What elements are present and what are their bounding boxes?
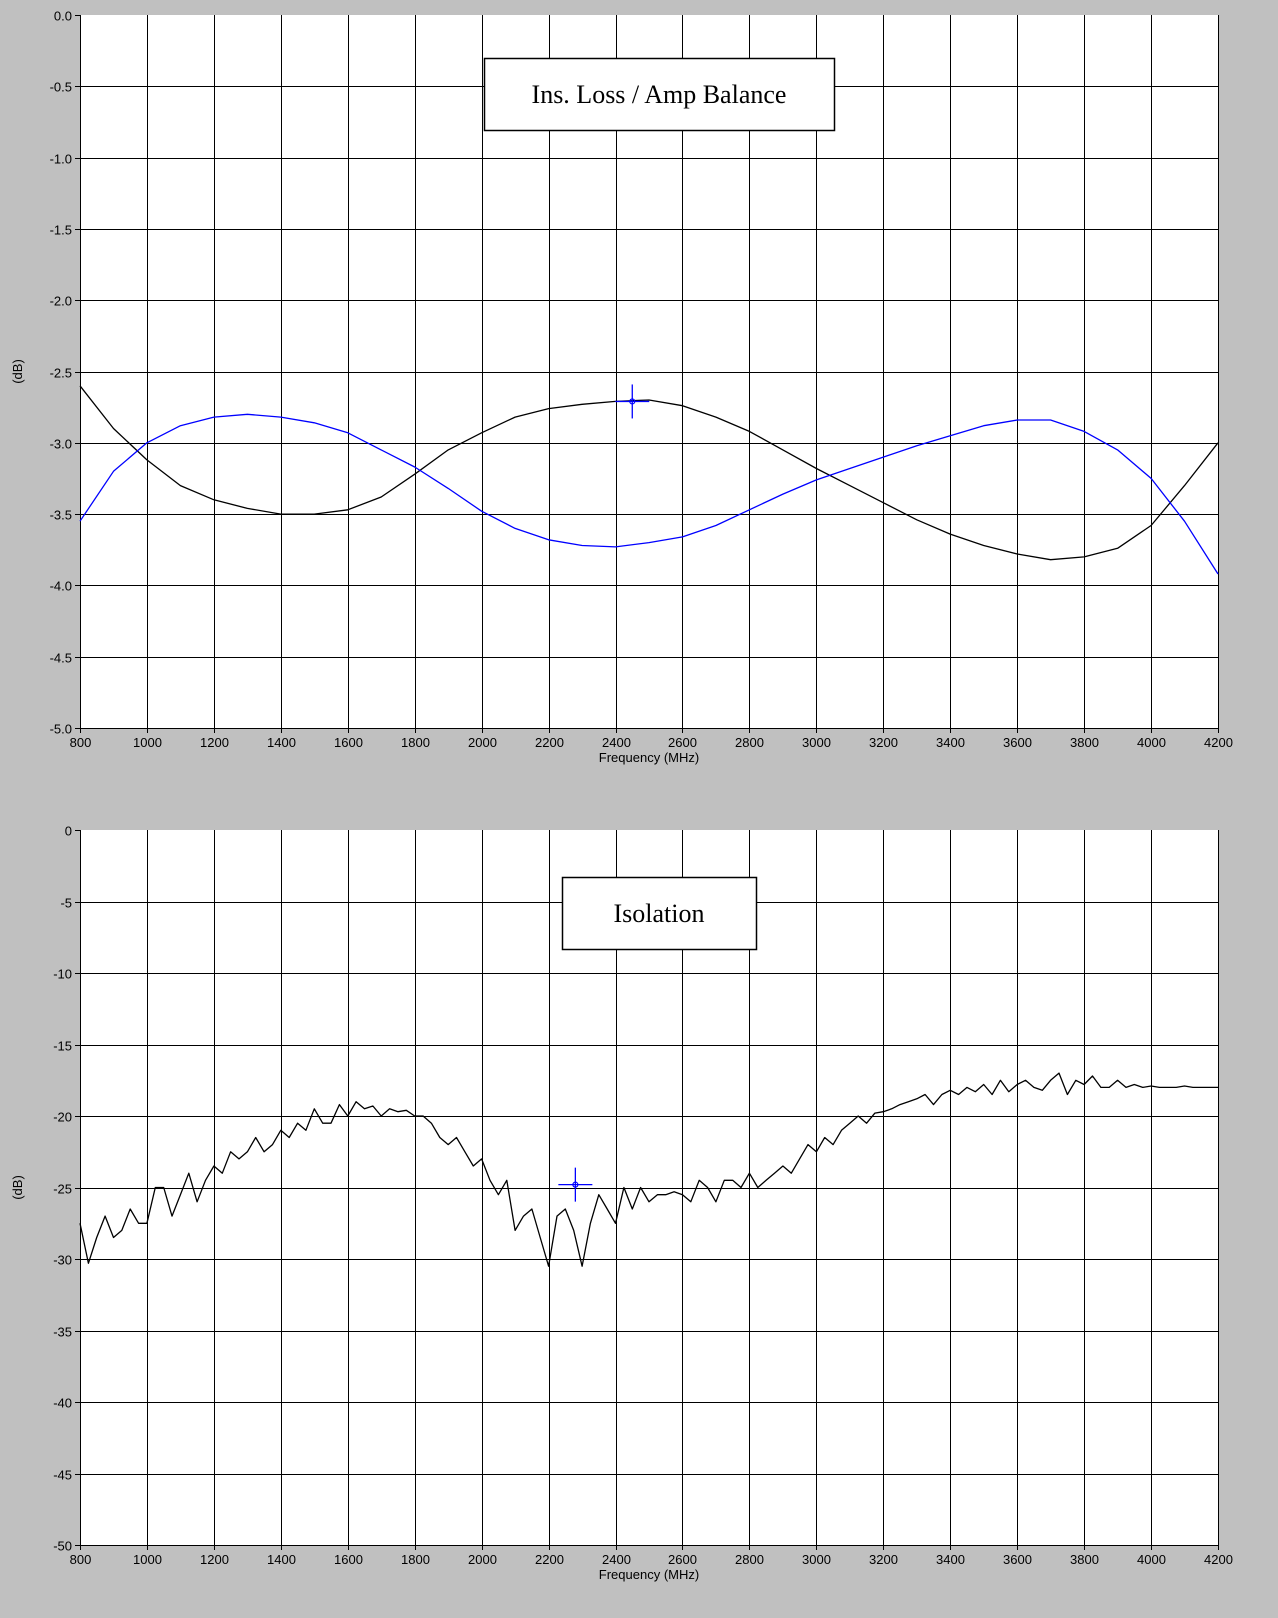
cursor-marker[interactable]: [558, 1167, 593, 1202]
y-tick-label: -15: [53, 1039, 72, 1054]
y-tick-label: -3.0: [50, 437, 72, 452]
annotation-box: [561, 876, 758, 951]
x-tick-label: 3400: [936, 735, 965, 750]
series-line-1: [79, 1072, 1218, 1267]
x-axis-title: Frequency (MHz): [599, 1567, 699, 1582]
x-tick-label: 4000: [1137, 1552, 1166, 1567]
y-tick-label: 0: [65, 824, 72, 839]
x-tick-label: 3200: [869, 1552, 898, 1567]
y-tick-label: -30: [53, 1253, 72, 1268]
x-tick-label: 1600: [334, 1552, 363, 1567]
x-tick-label: 1400: [267, 1552, 296, 1567]
y-tick-label: -10: [53, 967, 72, 982]
x-tick-label: 2400: [602, 1552, 631, 1567]
x-tick-label: 3600: [1003, 735, 1032, 750]
x-tick-label: 2800: [735, 1552, 764, 1567]
annotation-box: [483, 57, 836, 132]
x-tick-label: 1000: [133, 735, 162, 750]
y-axis-title: (dB): [10, 359, 25, 384]
x-tick-label: 3200: [869, 735, 898, 750]
y-tick-label: -1.0: [50, 152, 72, 167]
x-axis-title: Frequency (MHz): [599, 750, 699, 765]
y-tick-label: -25: [53, 1182, 72, 1197]
x-tick-label: 2200: [535, 735, 564, 750]
y-tick-label: -40: [53, 1396, 72, 1411]
y-tick-label: -2.0: [50, 294, 72, 309]
series-line-2: [79, 413, 1219, 575]
cursor-dot: [629, 398, 636, 405]
x-tick-label: 3000: [802, 1552, 831, 1567]
x-tick-label: 1200: [200, 1552, 229, 1567]
x-tick-label: 1800: [401, 1552, 430, 1567]
x-tick-label: 1200: [200, 735, 229, 750]
x-tick-label: 2400: [602, 735, 631, 750]
x-tick-label: 3400: [936, 1552, 965, 1567]
x-tick-label: 4200: [1204, 1552, 1233, 1567]
y-tick-label: -3.5: [50, 508, 72, 523]
y-tick-label: -4.5: [50, 651, 72, 666]
y-tick-label: -4.0: [50, 579, 72, 594]
x-tick-label: 800: [70, 735, 92, 750]
x-tick-label: 1000: [133, 1552, 162, 1567]
x-tick-label: 2600: [668, 735, 697, 750]
cursor-dot: [572, 1181, 579, 1188]
y-tick-label: -35: [53, 1325, 72, 1340]
x-tick-label: 800: [70, 1552, 92, 1567]
plot-area: [80, 15, 1218, 728]
x-tick-label: 4200: [1204, 735, 1233, 750]
annotation-text: Ins. Loss / Amp Balance: [532, 80, 787, 109]
x-tick-label: 3800: [1070, 735, 1099, 750]
x-tick-label: 3800: [1070, 1552, 1099, 1567]
y-tick-label: -50: [53, 1539, 72, 1554]
y-tick-label: -45: [53, 1468, 72, 1483]
insertion-loss-chart: 800 1000 1200 1400 1600 1800 2000 2200 2400 2600 2…: [10, 9, 1233, 766]
x-tick-label: 3600: [1003, 1552, 1032, 1567]
x-tick-label: 2200: [535, 1552, 564, 1567]
y-axis-title: (dB): [10, 1175, 25, 1200]
x-tick-label: 1600: [334, 735, 363, 750]
x-tick-label: 3000: [802, 735, 831, 750]
y-tick-label: 0.0: [54, 9, 72, 24]
x-tick-label: 1800: [401, 735, 430, 750]
cursor-marker[interactable]: [615, 384, 650, 419]
x-tick-label: 4000: [1137, 735, 1166, 750]
x-tick-label: 1400: [267, 735, 296, 750]
y-tick-label: -20: [53, 1110, 72, 1125]
isolation-chart: 800 1000 1200 1400 1600 1800 2000 2200 2400 2600 2…: [10, 824, 1233, 1583]
series-line-1: [79, 385, 1219, 561]
y-tick-label: -0.5: [50, 80, 72, 95]
annotation-text: Isolation: [614, 899, 705, 928]
y-tick-label: -1.5: [50, 223, 72, 238]
x-tick-label: 2800: [735, 735, 764, 750]
y-tick-label: -2.5: [50, 366, 72, 381]
x-tick-label: 2600: [668, 1552, 697, 1567]
x-tick-label: 2000: [468, 735, 497, 750]
x-tick-label: 2000: [468, 1552, 497, 1567]
y-tick-label: -5.0: [50, 722, 72, 737]
y-tick-label: -5: [60, 896, 72, 911]
